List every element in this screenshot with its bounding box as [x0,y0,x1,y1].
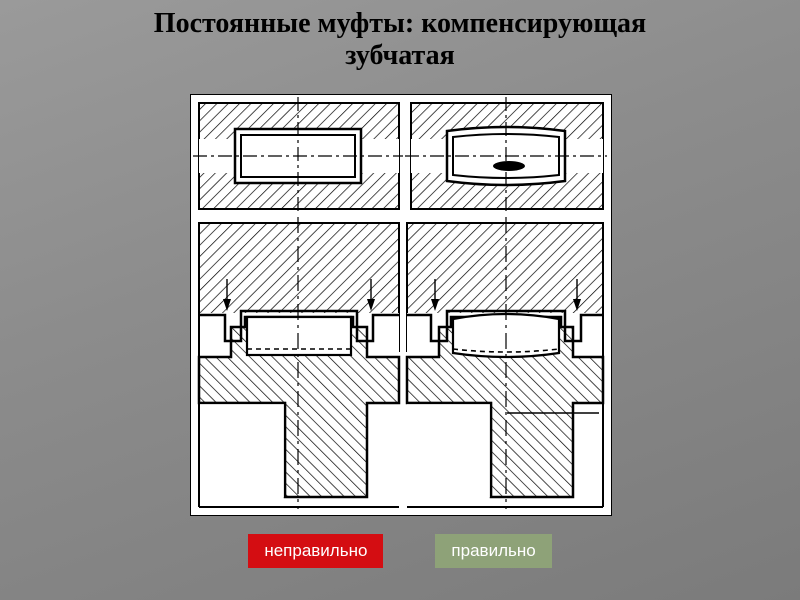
panel-bottom-right [407,217,603,509]
slide: Постоянные муфты: компенсирующая зубчата… [0,0,800,600]
diagram-svg [191,95,611,515]
title-line-1: Постоянные муфты: компенсирующая [154,8,646,39]
title-line-2: зубчатая [345,40,455,71]
slide-title: Постоянные муфты: компенсирующая зубчата… [0,8,800,72]
label-row: неправильно правильно [0,534,800,568]
label-correct: правильно [435,534,551,568]
panel-top-right [405,97,607,215]
panel-top-left [193,97,403,215]
label-incorrect: неправильно [248,534,383,568]
engineering-diagram [190,94,612,516]
panel-bottom-left [199,217,399,509]
